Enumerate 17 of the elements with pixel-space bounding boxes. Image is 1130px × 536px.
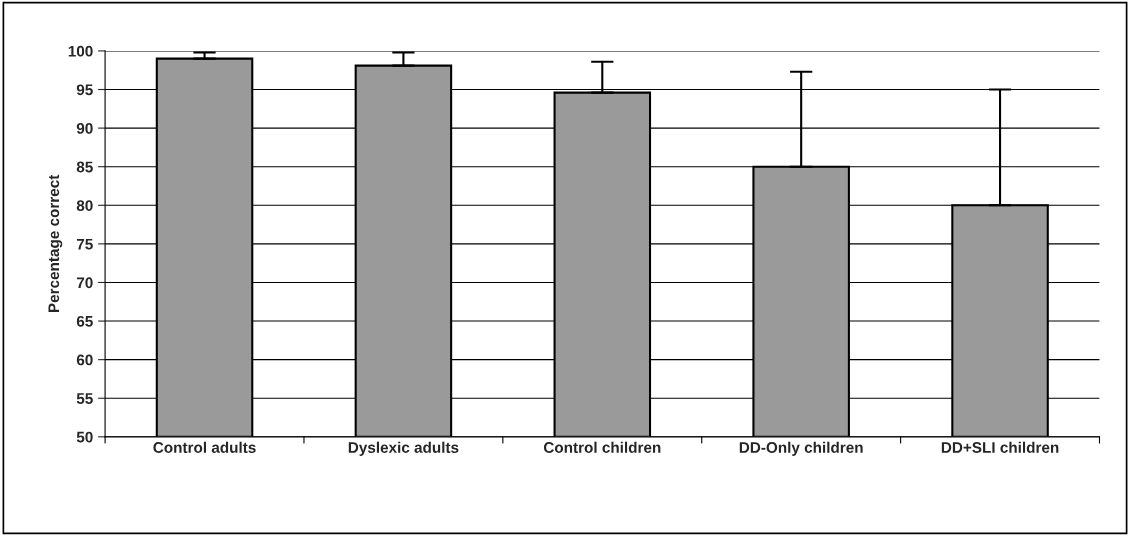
- y-tick-label: 55: [76, 393, 93, 404]
- y-tick-label: 65: [76, 315, 93, 327]
- x-tick-label: Control adults: [153, 441, 256, 453]
- y-tick-label: 70: [76, 277, 93, 289]
- y-tick-label: 90: [76, 122, 93, 134]
- y-tick-label: 75: [76, 238, 93, 250]
- y-tick-label: 80: [76, 200, 93, 211]
- y-tick-label: 85: [76, 161, 93, 173]
- y-axis-title: Percentage correct: [48, 174, 63, 313]
- y-tick-label: 100: [68, 45, 93, 57]
- y-tick-label: 50: [76, 431, 93, 443]
- x-tick-label: DD-Only children: [739, 441, 863, 456]
- x-tick-label: Control children: [543, 441, 661, 453]
- x-tick-label: DD+SLI children: [941, 441, 1059, 453]
- y-tick-label: 95: [76, 84, 93, 96]
- x-tick-label: Dyslexic adults: [348, 441, 459, 456]
- y-tick-label: 60: [76, 354, 93, 366]
